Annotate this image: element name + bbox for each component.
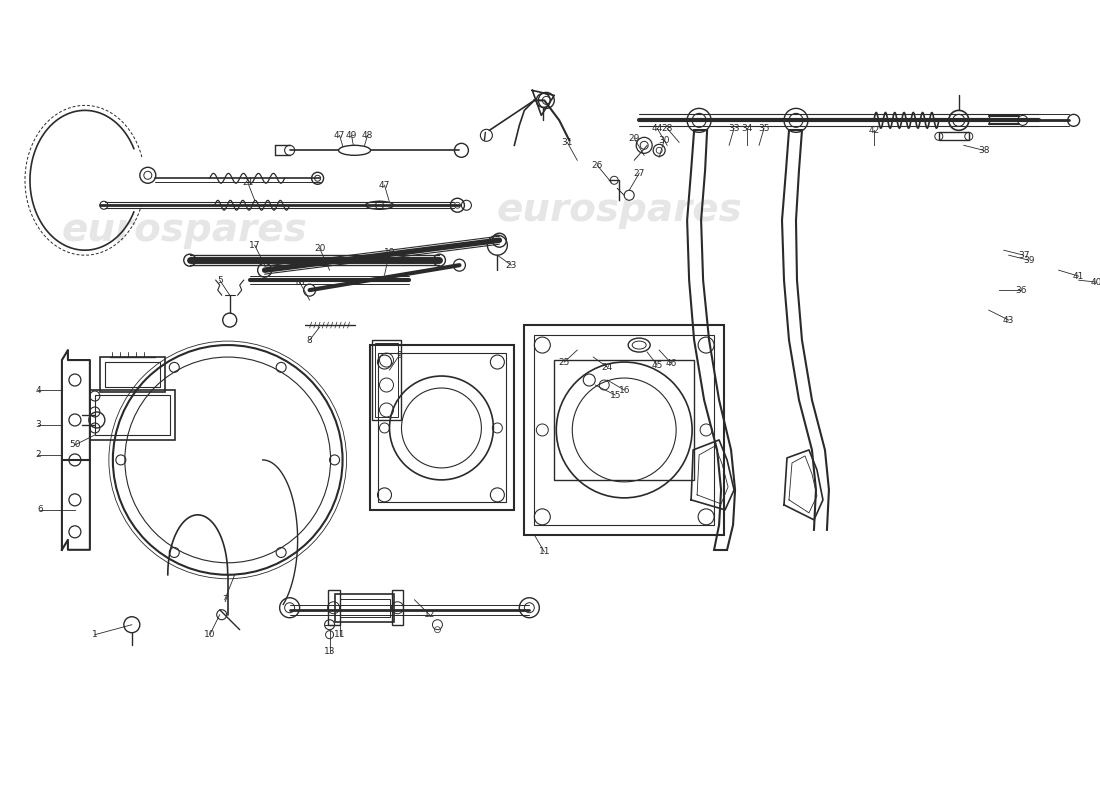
Text: 12: 12: [424, 610, 436, 619]
Text: 13: 13: [323, 647, 336, 656]
Text: 1: 1: [92, 630, 98, 639]
Text: 28: 28: [661, 124, 673, 133]
Bar: [90, 390, 175, 440]
Text: 5: 5: [217, 276, 222, 285]
Text: 6: 6: [37, 506, 43, 514]
Bar: [377, 353, 506, 502]
Bar: [100, 357, 165, 392]
Text: 10: 10: [204, 630, 216, 639]
Text: 41: 41: [1072, 272, 1085, 281]
Bar: [938, 132, 969, 140]
Bar: [95, 395, 169, 435]
Text: 27: 27: [634, 169, 645, 178]
Bar: [370, 345, 515, 510]
Bar: [374, 343, 398, 417]
Text: 37: 37: [1018, 250, 1030, 260]
Text: 46: 46: [666, 358, 676, 367]
Bar: [340, 598, 389, 617]
Text: 45: 45: [651, 361, 663, 370]
Text: 50: 50: [69, 441, 80, 450]
Text: 34: 34: [741, 124, 752, 133]
Text: 4: 4: [35, 386, 41, 394]
Text: 23: 23: [506, 261, 517, 270]
Text: 2: 2: [35, 450, 41, 459]
Ellipse shape: [339, 146, 371, 155]
Text: 33: 33: [728, 124, 740, 133]
Text: 25: 25: [559, 358, 570, 366]
Bar: [525, 325, 724, 535]
Text: 49: 49: [345, 131, 358, 140]
Bar: [104, 362, 160, 387]
Text: 43: 43: [1003, 316, 1014, 325]
Text: 9: 9: [397, 350, 403, 359]
Text: 21: 21: [242, 178, 253, 186]
Text: 15: 15: [609, 390, 622, 399]
Text: 3: 3: [35, 421, 41, 430]
Text: 36: 36: [1015, 286, 1026, 294]
Bar: [554, 360, 694, 480]
Text: 20: 20: [314, 244, 326, 253]
Text: eurospares: eurospares: [496, 191, 742, 230]
Text: 11: 11: [333, 630, 345, 639]
Text: 29: 29: [628, 134, 640, 143]
Text: 48: 48: [362, 131, 373, 140]
Text: 26: 26: [592, 161, 603, 170]
Text: 19: 19: [384, 248, 395, 257]
Text: 35: 35: [758, 124, 770, 133]
Text: 44: 44: [651, 124, 663, 133]
Text: 47: 47: [378, 181, 390, 190]
Bar: [328, 590, 340, 625]
Text: 40: 40: [1091, 278, 1100, 286]
Text: 47: 47: [334, 131, 345, 140]
Text: 30: 30: [659, 136, 670, 145]
Text: 24: 24: [602, 362, 613, 371]
Bar: [535, 335, 714, 525]
Text: 16: 16: [618, 386, 630, 394]
Text: 8: 8: [307, 335, 312, 345]
Text: 38: 38: [978, 146, 990, 155]
Text: 39: 39: [1023, 256, 1034, 265]
Text: 7: 7: [222, 595, 228, 604]
Text: eurospares: eurospares: [62, 211, 308, 250]
Text: 11: 11: [539, 547, 550, 556]
Bar: [334, 594, 395, 622]
Text: 18: 18: [294, 278, 306, 286]
Text: 17: 17: [249, 241, 261, 250]
Bar: [392, 590, 404, 625]
Text: 42: 42: [868, 126, 880, 135]
Text: 31: 31: [561, 138, 573, 147]
Bar: [372, 340, 402, 420]
